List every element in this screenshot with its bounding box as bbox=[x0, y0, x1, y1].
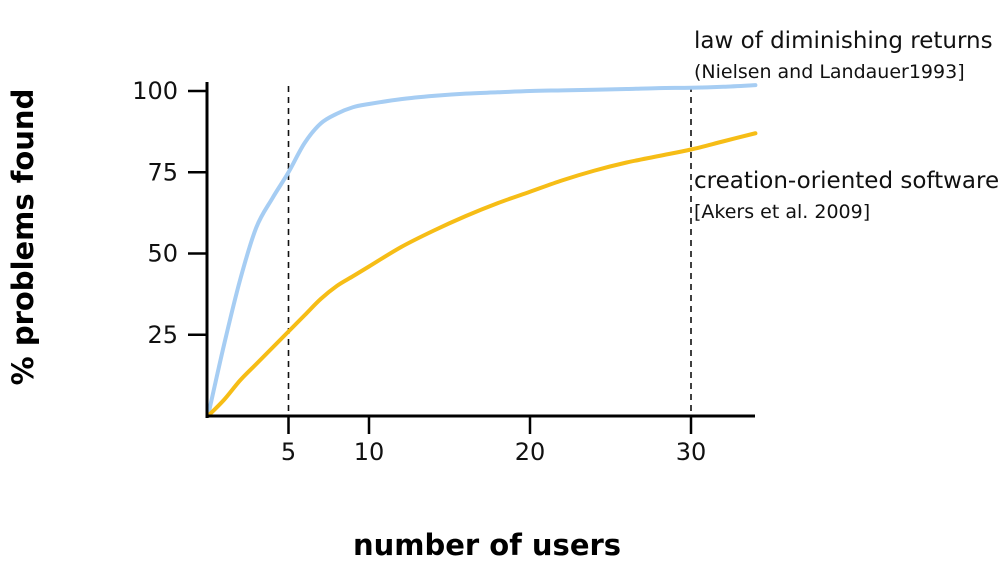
x-axis-title: number of users bbox=[353, 528, 621, 562]
x-tick-label-10: 10 bbox=[354, 438, 385, 466]
axes bbox=[205, 82, 755, 418]
tick-layer: 25 50 75 100 5 10 20 30 bbox=[132, 77, 706, 466]
series-label-diminishing-returns: law of diminishing returns bbox=[694, 28, 993, 54]
series-citation-creation-oriented: [Akers et al. 2009] bbox=[694, 201, 870, 223]
reference-lines bbox=[287, 86, 692, 416]
y-tick-label-25: 25 bbox=[147, 321, 178, 349]
series-line-0 bbox=[206, 83, 758, 418]
series-line-1 bbox=[206, 131, 758, 418]
series-label-creation-oriented: creation-oriented software bbox=[694, 168, 999, 194]
y-tick-label-50: 50 bbox=[147, 240, 178, 268]
series-citation-diminishing-returns: (Nielsen and Landauer1993] bbox=[694, 61, 965, 83]
y-axis-title: % problems found bbox=[6, 89, 40, 386]
x-tick-label-30: 30 bbox=[676, 438, 707, 466]
x-tick-label-20: 20 bbox=[515, 438, 546, 466]
y-tick-label-100: 100 bbox=[132, 77, 178, 105]
series-layer bbox=[206, 83, 758, 418]
x-tick-label-5: 5 bbox=[281, 438, 296, 466]
y-tick-label-75: 75 bbox=[147, 158, 178, 186]
